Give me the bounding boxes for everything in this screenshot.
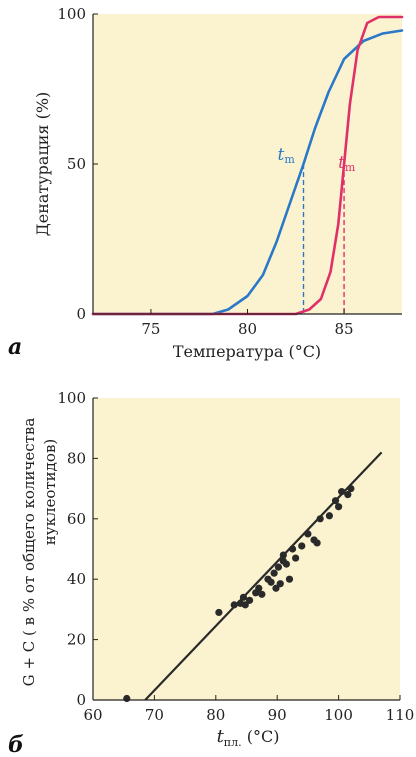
data-point — [344, 491, 352, 499]
data-point — [338, 488, 346, 496]
y-tick-label-b: 40 — [67, 570, 86, 588]
y-tick-label-b: 0 — [76, 691, 86, 709]
y-tick-label-b: 80 — [67, 449, 86, 467]
tm-sub: m — [345, 161, 356, 174]
data-point — [331, 497, 340, 505]
data-point — [123, 694, 131, 703]
data-point — [258, 590, 266, 598]
x-tick-label-b: 60 — [83, 706, 102, 724]
y-axis-title-b-line1: G + C ( в % от общего количества — [20, 418, 38, 687]
series-line-2 — [91, 15, 404, 316]
y-tick-label-a: 100 — [57, 5, 86, 23]
data-point — [267, 578, 275, 586]
data-point — [272, 584, 280, 592]
data-point — [282, 560, 291, 568]
data-point — [239, 593, 248, 601]
tm-main: t — [338, 153, 345, 173]
x-axis-title-b: tпл. (°C) — [217, 726, 280, 749]
x-axis-title-part: пл. — [224, 736, 242, 749]
y-axis-title-a: Денатурация (%) — [33, 92, 52, 237]
data-point — [279, 551, 287, 559]
plot-area-b — [93, 398, 400, 700]
panel-b: 60 70 80 90 100 110 0 20 40 60 80 100 tпл. (°C) G + C… — [8, 389, 414, 757]
tm-label-1: tm — [278, 145, 296, 166]
y-tick-label-b: 20 — [67, 631, 86, 649]
y-tick-label-a: 0 — [76, 305, 86, 323]
data-point — [288, 545, 297, 553]
data-point — [292, 554, 300, 562]
data-point — [274, 563, 283, 571]
panel-label-b: б — [8, 732, 24, 757]
x-tick-label-a: 80 — [238, 320, 257, 338]
data-point — [241, 601, 249, 609]
y-tick-label-a: 50 — [67, 155, 86, 173]
data-point — [325, 512, 333, 520]
y-axis-title-b-line2: нуклеотидов) — [41, 439, 59, 546]
tm-main: t — [278, 145, 285, 165]
data-point — [245, 596, 254, 604]
x-axis-title-part: t — [217, 726, 225, 747]
data-point — [276, 580, 284, 588]
tm-label-2: tm — [338, 153, 356, 174]
tm-sub: m — [284, 153, 295, 166]
y-tick-label-b: 60 — [67, 510, 86, 528]
data-point — [304, 530, 312, 538]
data-point — [230, 601, 238, 609]
data-point — [335, 503, 343, 511]
data-point — [270, 569, 278, 577]
x-tick-label-b: 70 — [145, 706, 164, 724]
data-point — [298, 542, 306, 550]
data-point — [313, 539, 321, 547]
x-tick-label-b: 110 — [386, 706, 415, 724]
data-point — [347, 485, 355, 493]
x-axis-title-part: (°C) — [242, 727, 280, 746]
plot-area-a — [93, 14, 402, 314]
x-axis-title-a: Температура (°C) — [173, 342, 321, 361]
x-tick-label-b: 100 — [324, 706, 353, 724]
data-point — [215, 608, 223, 617]
data-point — [316, 515, 324, 523]
y-tick-label-b: 100 — [57, 389, 86, 407]
data-point — [285, 575, 294, 583]
x-tick-label-a: 75 — [141, 320, 160, 338]
x-tick-label-b: 90 — [268, 706, 287, 724]
data-point — [255, 584, 263, 592]
panel-label-a: а — [8, 334, 22, 360]
x-tick-label-b: 80 — [206, 706, 225, 724]
x-tick-label-a: 85 — [335, 320, 354, 338]
